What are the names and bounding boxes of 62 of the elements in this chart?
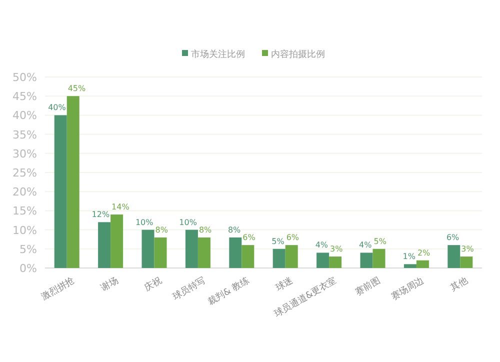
x-tick-label: 赛前图: [353, 275, 382, 298]
bar: [360, 252, 373, 268]
text: 6%: [242, 233, 256, 242]
text: 3%: [330, 244, 343, 254]
bar: [154, 237, 167, 268]
bar: [460, 256, 473, 268]
bar: [98, 222, 111, 268]
y-tick-label: 0%: [20, 262, 37, 275]
y-tick-label: 30%: [12, 147, 37, 160]
bar: [185, 230, 198, 268]
y-tick-label: 50%: [12, 71, 37, 84]
y-tick-label: 15%: [12, 204, 37, 218]
bar: [54, 115, 67, 268]
text: 12%: [92, 210, 110, 220]
text: 1%: [402, 252, 416, 262]
bar: [142, 230, 154, 268]
bar: [229, 237, 242, 268]
bar: [198, 237, 210, 268]
bar: [448, 245, 460, 268]
x-tick-label: 庆祝: [142, 275, 164, 294]
bar: [329, 256, 342, 268]
legend-label: 市场关注比例: [191, 49, 245, 60]
bar: [66, 96, 80, 268]
text: 2%: [417, 248, 430, 258]
text: 5%: [374, 236, 386, 246]
bar: [242, 245, 254, 268]
bar: [110, 214, 124, 268]
text: 10%: [179, 218, 197, 227]
x-tick-label: 裁判& 教练: [206, 275, 252, 308]
x-tick-label: 赛场周边: [389, 275, 426, 303]
text: 5%: [272, 236, 284, 246]
text: 4%: [359, 240, 372, 250]
y-tick-label: 5%: [20, 242, 37, 256]
y-tick-label: 10%: [12, 224, 37, 237]
text: 6%: [286, 233, 300, 242]
text: 6%: [446, 233, 460, 242]
x-tick-label: 激烈拼抢: [40, 275, 76, 303]
x-tick-label: 球迷: [274, 275, 295, 294]
text: 4%: [315, 240, 328, 250]
bar: [272, 248, 286, 268]
text: 40%: [48, 103, 66, 112]
y-tick-label: 25%: [12, 166, 37, 180]
text: 8%: [155, 225, 168, 234]
text: 10%: [135, 218, 154, 227]
y-tick-label: 45%: [12, 90, 37, 104]
y-tick-label: 20%: [12, 186, 37, 199]
legend-label: 内容拍摄比例: [271, 49, 325, 60]
text: 8%: [198, 225, 212, 234]
bar: [372, 248, 386, 268]
y-tick-label: 40%: [12, 109, 37, 122]
bar: [404, 264, 416, 268]
bar: [416, 260, 429, 268]
x-tick-label: 谢场: [98, 275, 120, 294]
bar: [285, 245, 298, 268]
x-tick-label: 其他: [448, 275, 470, 294]
text: 45%: [68, 84, 86, 94]
x-tick-label: 球员特写: [170, 275, 208, 303]
bar: [316, 252, 330, 268]
text: 8%: [228, 225, 241, 234]
text: 14%: [112, 202, 130, 212]
y-tick-label: 35%: [12, 128, 37, 142]
text: 3%: [461, 244, 474, 254]
